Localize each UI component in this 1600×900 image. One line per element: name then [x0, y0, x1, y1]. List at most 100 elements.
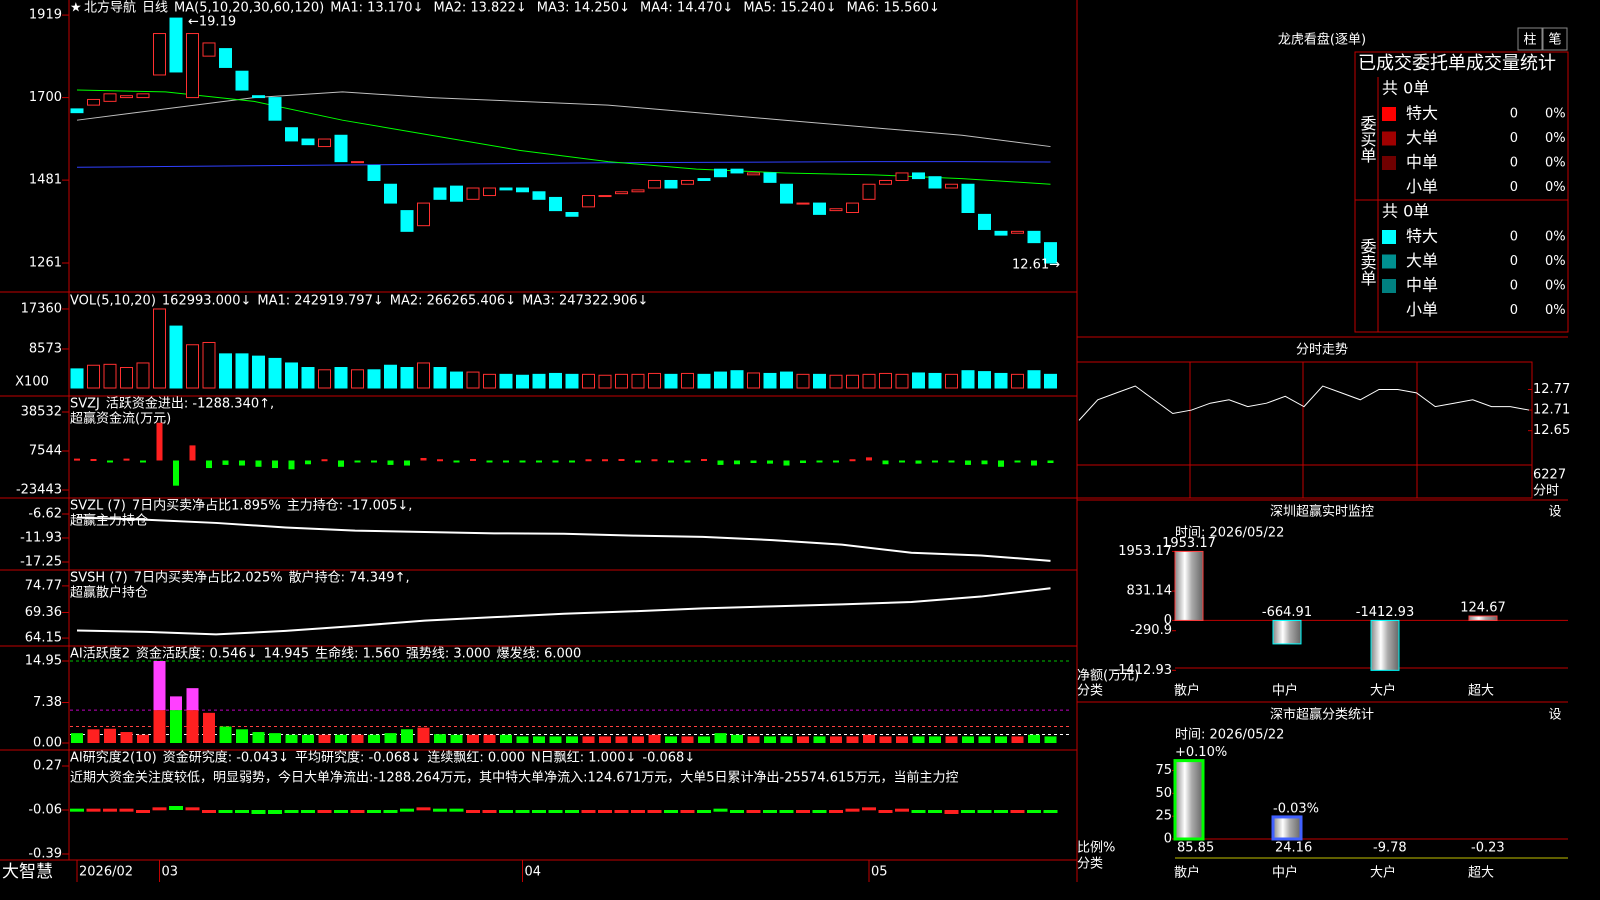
y-tick-label: 38532 — [21, 405, 62, 420]
row-pct: 0% — [1545, 303, 1566, 318]
activity-bar — [780, 736, 793, 744]
volume-bar — [730, 370, 744, 389]
candle-body — [120, 95, 133, 99]
bar-part — [104, 728, 116, 744]
research-bar — [829, 810, 843, 813]
category-label: 中户 — [1272, 683, 1298, 699]
activity-bar — [549, 736, 562, 744]
volume-bar — [301, 367, 315, 389]
button-label[interactable]: 笔 — [1548, 32, 1561, 48]
flow-bar — [437, 459, 443, 462]
volume-bar — [499, 373, 513, 389]
flow-bar — [899, 460, 905, 463]
change-label: +0.10% — [1175, 745, 1227, 760]
volume-bar — [879, 372, 892, 389]
bar-part — [120, 732, 133, 744]
candle-body — [450, 185, 463, 202]
indicator-value: 14.945 — [264, 647, 310, 662]
row-pct: 0% — [1545, 254, 1566, 269]
flow-bar — [288, 460, 295, 470]
candle-body — [466, 187, 480, 200]
bar-part — [269, 733, 281, 744]
flow-bar — [998, 460, 1004, 467]
button[interactable]: 设 — [1548, 708, 1561, 723]
candle-body — [301, 138, 315, 146]
flow-bar — [354, 460, 361, 463]
indicator-value: 资金研究度: -0.043↓ — [163, 750, 289, 766]
research-bar — [928, 810, 942, 813]
candle-body — [516, 187, 529, 193]
subtitle: 超赢散户持仓 — [70, 585, 148, 601]
activity-bar — [1044, 736, 1057, 744]
indicator-title: SVZL (7) — [70, 499, 126, 514]
bar-part — [863, 734, 875, 744]
volume-bar — [565, 373, 579, 389]
candle-body — [730, 168, 744, 174]
flow-bar — [816, 460, 823, 463]
swatch — [1382, 230, 1396, 244]
bar-part — [252, 732, 265, 744]
button[interactable] — [1517, 27, 1543, 51]
row-count: 0 — [1510, 230, 1518, 245]
bar-part — [780, 736, 793, 744]
activity-bar — [137, 734, 149, 744]
indicator-value: MA3: 247322.906↓ — [522, 294, 648, 309]
flow-bar — [255, 460, 262, 467]
flow-bar — [734, 460, 740, 465]
date-label: 04 — [525, 865, 542, 880]
ratio-bar — [1271, 815, 1303, 841]
bar-part — [797, 736, 809, 744]
row-name: 特大 — [1406, 227, 1438, 246]
research-bar — [86, 808, 101, 812]
y-tick-label: 0 — [1164, 613, 1172, 628]
research-bar — [350, 810, 365, 813]
flow-bar — [519, 460, 526, 463]
swatch — [1382, 279, 1396, 293]
research-bar — [136, 810, 150, 813]
flow-bar — [1047, 460, 1054, 464]
research-bar — [977, 810, 992, 813]
row-count: 0 — [1510, 156, 1518, 171]
flow-bar — [74, 458, 80, 461]
button[interactable] — [1542, 27, 1568, 51]
value-label: 124.67 — [1460, 601, 1506, 616]
row-count: 0 — [1510, 107, 1518, 122]
volume-bar — [285, 362, 298, 389]
row-pct: 0% — [1545, 131, 1566, 146]
button[interactable]: 设 — [1548, 505, 1561, 520]
activity-bar — [401, 729, 413, 744]
brand: 大智慧 — [2, 862, 53, 882]
flow-bar — [321, 459, 328, 462]
bar-part — [615, 736, 628, 744]
ma-value: MA6: 15.560↓ — [847, 1, 940, 16]
y-tick-label: 50 — [1155, 786, 1172, 801]
panel-title: 深市超赢分类统计 — [1270, 707, 1374, 723]
y-tick-label: 1919 — [29, 8, 62, 23]
category-label: 散户 — [1174, 683, 1200, 699]
row-name: 大单 — [1406, 251, 1438, 270]
total: 共 0单 — [1382, 202, 1429, 221]
candle-body — [615, 191, 628, 195]
indicator-value: 强势线: 3.000 — [406, 646, 491, 662]
ma-value: MA3: 14.250↓ — [537, 1, 630, 16]
row-pct: 0% — [1545, 230, 1566, 245]
flow-bar — [750, 460, 757, 464]
volume-bar — [433, 367, 447, 389]
button-label[interactable]: 柱 — [1523, 33, 1536, 48]
ma-value: MA4: 14.470↓ — [640, 1, 733, 16]
research-bar — [647, 810, 662, 813]
candle-body — [895, 172, 909, 181]
bar-part — [153, 661, 166, 711]
flow-bar — [272, 460, 278, 469]
bar-part — [879, 736, 892, 744]
flow-bar — [800, 460, 806, 464]
candle-body — [499, 187, 513, 191]
flow-bar — [767, 460, 773, 464]
comment: 近期大资金关注度较低，明显弱势，今日大单净流出:-1288.264万元，其中特大… — [70, 770, 959, 786]
y-tick-label: 1953.17 — [1118, 544, 1172, 559]
y-tick-label: 7.38 — [33, 695, 62, 710]
research-bar — [185, 807, 200, 811]
y-tick-label: 12.65 — [1533, 423, 1570, 438]
side-label: 委买单 — [1358, 115, 1377, 163]
research-bar — [482, 810, 497, 813]
